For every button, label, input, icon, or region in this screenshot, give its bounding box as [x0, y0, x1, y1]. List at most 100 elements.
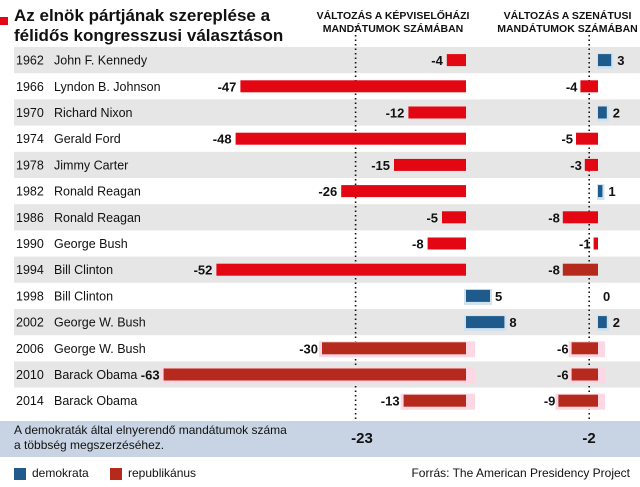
house-header-line-2: MANDÁTUMOK SZÁMÁBAN [322, 23, 464, 35]
senate-bar [598, 316, 607, 329]
house-bar [163, 368, 466, 381]
president-label: Jimmy Carter [54, 158, 128, 172]
year-label: 1998 [16, 289, 44, 303]
senate-value-label: 2 [613, 106, 620, 121]
president-label: Ronald Reagan [54, 211, 141, 225]
senate-column-header: VÁLTOZÁS A SZENÁTUSI MANDÁTUMOK SZÁMÁBAN [495, 10, 640, 36]
house-header-line-1: VÁLTOZÁS A KÉPVISELŐHÁZI [316, 10, 470, 22]
house-value-label: 8 [509, 315, 516, 330]
senate-header-line-1: VÁLTOZÁS A SZENÁTUSI [503, 10, 632, 22]
house-value-label: -48 [213, 132, 232, 147]
legend-democrat-label: demokrata [32, 466, 89, 480]
president-label: Ronald Reagan [54, 185, 141, 199]
senate-value-label: -9 [544, 394, 556, 409]
house-value-label: -12 [386, 106, 405, 121]
senate-header-line-2: MANDÁTUMOK SZÁMÁBAN [497, 23, 638, 35]
house-value-label: -4 [431, 53, 443, 68]
year-label: 1982 [16, 185, 44, 199]
year-label: 1962 [16, 54, 44, 68]
senate-value-label: -5 [561, 132, 573, 147]
president-label: Barack Obama [54, 368, 137, 382]
legend-democrat-swatch [14, 468, 26, 480]
year-label: 1994 [16, 263, 44, 277]
house-value-label: -30 [299, 341, 318, 356]
year-label: 2014 [16, 394, 44, 408]
house-bar [235, 132, 466, 145]
title-line-2: félidős kongresszusi választáson [14, 26, 284, 45]
president-label: George Bush [54, 237, 128, 251]
senate-bar [558, 394, 598, 407]
senate-value-label: 3 [617, 53, 624, 68]
senate-bar [598, 106, 607, 119]
senate-bar [576, 132, 598, 145]
president-label: John F. Kennedy [54, 54, 148, 68]
senate-value-label: -8 [548, 210, 560, 225]
year-label: 1970 [16, 106, 44, 120]
senate-value-label: 0 [603, 289, 610, 304]
house-bar [446, 54, 466, 67]
senate-bar [598, 54, 612, 67]
senate-bar [593, 237, 598, 250]
row-background [14, 151, 640, 178]
year-label: 1990 [16, 237, 44, 251]
senate-bar [584, 158, 598, 171]
senate-reference-label: -2 [582, 430, 596, 447]
year-label: 1966 [16, 80, 44, 94]
year-label: 2006 [16, 342, 44, 356]
house-value-label: 5 [495, 289, 502, 304]
house-bar [408, 106, 466, 119]
president-label: Bill Clinton [54, 263, 113, 277]
footer-note-line-1: A demokraták által elnyerendő mandátumok… [14, 423, 287, 437]
year-label: 2002 [16, 316, 44, 330]
footer-note-line-2: a többség megszerzéséhez. [14, 438, 165, 452]
house-bar [427, 237, 466, 250]
senate-value-label: -3 [570, 158, 582, 173]
president-label: Richard Nixon [54, 106, 133, 120]
row-background [14, 309, 640, 336]
house-bar [466, 289, 490, 302]
house-value-label: -8 [412, 237, 424, 252]
legend-republican-swatch [110, 468, 122, 480]
president-label: George W. Bush [54, 316, 146, 330]
senate-value-label: 1 [608, 184, 615, 199]
source-note: Forrás: The American Presidency Project [411, 466, 630, 480]
year-label: 1986 [16, 211, 44, 225]
house-bar [322, 342, 466, 355]
house-reference-label: -23 [351, 430, 373, 447]
senate-value-label: -6 [557, 341, 569, 356]
house-column-header: VÁLTOZÁS A KÉPVISELŐHÁZI MANDÁTUMOK SZÁM… [298, 10, 488, 36]
house-bar [403, 394, 466, 407]
row-background [14, 99, 640, 126]
title-line-1: Az elnök pártjának szereplése a [14, 6, 271, 25]
house-value-label: -52 [194, 263, 213, 278]
president-label: George W. Bush [54, 342, 146, 356]
senate-bar [571, 342, 598, 355]
senate-value-label: -8 [548, 263, 560, 278]
year-label: 1974 [16, 132, 44, 146]
president-label: Lyndon B. Johnson [54, 80, 161, 94]
senate-bar [598, 185, 603, 198]
row-background [14, 204, 640, 231]
president-label: Gerald Ford [54, 132, 121, 146]
senate-bar [571, 368, 598, 381]
house-bar [466, 316, 505, 329]
house-bar [442, 211, 466, 224]
house-value-label: -63 [141, 368, 160, 383]
house-value-label: -5 [426, 210, 438, 225]
president-label: Bill Clinton [54, 289, 113, 303]
senate-value-label: -6 [557, 368, 569, 383]
legend-republican-label: republikánus [128, 466, 197, 480]
house-value-label: -15 [371, 158, 390, 173]
house-bar [341, 185, 466, 198]
year-label: 1978 [16, 158, 44, 172]
house-value-label: -26 [318, 184, 337, 199]
senate-value-label: -1 [579, 237, 591, 252]
senate-bar [562, 263, 598, 276]
year-label: 2010 [16, 368, 44, 382]
senate-value-label: 2 [613, 315, 620, 330]
senate-bar [580, 80, 598, 93]
house-bar [216, 263, 466, 276]
house-value-label: -47 [218, 79, 237, 94]
footer-band: A demokraták által elnyerendő mandátumok… [0, 421, 640, 457]
